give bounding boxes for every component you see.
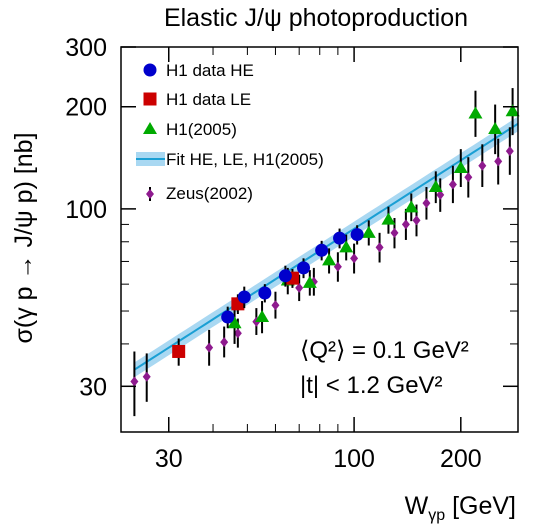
h1-2005-point [428,180,443,193]
zeus-2002-point [271,300,280,311]
h1-2005-point [488,121,503,134]
y-tick-label: 300 [65,34,107,62]
y-axis-label: σ(γ p → J/ψ p) [nb] [10,132,38,343]
legend-label-h1-2005: H1(2005) [166,120,237,139]
y-tick-label: 30 [79,373,107,401]
zeus-2002-point [390,227,399,238]
zeus-2002-point [422,198,431,209]
h1-2005-point [505,104,520,117]
legend-label-h1-he: H1 data HE [166,61,254,80]
zeus-2002-point [412,215,421,226]
legend-marker-h1-he [143,63,157,77]
legend-label-h1-le: H1 data LE [166,90,251,109]
zeus-2002-point [142,371,151,382]
y-tick-label: 200 [65,94,107,122]
h1-2005-point [302,275,317,288]
y-axis-label-group: σ(γ p → J/ψ p) [nb] [10,132,38,343]
h1-data-he-point [350,228,364,242]
h1-2005-point [227,316,242,329]
annotation-line-t: |t| < 1.2 GeV² [300,372,443,399]
x-tick-label: 30 [155,445,183,473]
annotation-line-q2: ⟨Q²⟩ = 0.1 GeV² [300,337,469,364]
h1-data-he-point [333,231,347,245]
h1-2005-point [361,225,376,238]
zeus-2002-point [478,160,487,171]
h1-data-he-point [315,243,329,257]
h1-2005-point [381,212,396,225]
h1-2005-point [453,160,468,173]
zeus-2002-point [436,189,445,200]
zeus-2002-point [130,376,139,387]
legend-label-fit: Fit HE, LE, H1(2005) [166,150,324,169]
x-tick-label: 200 [440,445,482,473]
h1-data-he-point [258,286,272,300]
zeus-2002-point [333,261,342,272]
zeus-2002-point [220,337,229,348]
zeus-2002-point [350,253,359,264]
legend-marker-h1-le [143,92,157,106]
zeus-2002-point [205,342,214,353]
zeus-2002-point [464,172,473,183]
plot-area: 30 100 200 30 100 200 300 [65,34,520,473]
h1-2005-point [255,310,270,323]
h1-data-le-point [172,344,186,358]
annotation: ⟨Q²⟩ = 0.1 GeV² |t| < 1.2 GeV² [300,337,469,399]
h1-2005-point [468,106,483,119]
zeus-2002-point [401,219,410,230]
h1-data-he-point [278,269,292,283]
zeus-2002-point [494,156,503,167]
zeus-2002-point [295,282,304,293]
zeus-2002-point [375,242,384,253]
legend-marker-h1-2005 [143,122,157,134]
h1-data-he-point [297,261,311,275]
chart-title: Elastic J/ψ photoproduction [164,4,468,32]
h1-data-he-point [237,290,251,304]
zeus-2002-point [505,146,514,157]
legend-marker-zeus [146,189,154,199]
x-axis-label-main: W [405,492,429,520]
h1-data-he-point [221,310,235,324]
legend: H1 data HE H1 data LE H1(2005) Fit HE, L… [136,61,324,203]
zeus-2002-point [448,179,457,190]
h1-2005-point [404,200,419,213]
x-axis-label: Wγp [GeV] [405,492,516,524]
legend-label-zeus: Zeus(2002) [166,184,253,203]
h1-2005-point [322,253,337,266]
zeus-2002-point [233,328,242,339]
x-tick-label: 100 [333,445,375,473]
x-axis-label-unit: [GeV] [445,492,516,520]
x-axis-label-sub: γp [428,507,445,524]
y-tick-label: 100 [65,196,107,224]
h1-2005-point [339,240,354,253]
